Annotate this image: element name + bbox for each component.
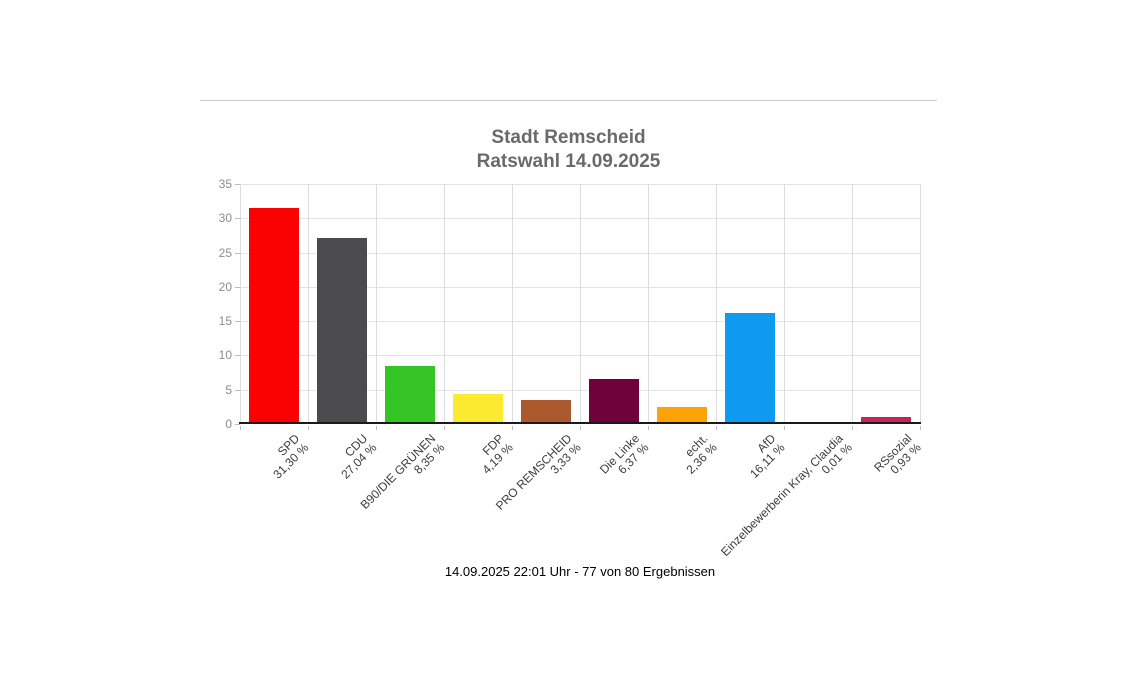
x-axis-tick [648, 426, 649, 430]
header-divider [200, 100, 937, 101]
y-tick-label: 30 [218, 211, 232, 226]
gridline-vertical [648, 184, 649, 424]
y-axis-tick [235, 424, 240, 425]
y-axis-tick [235, 355, 240, 357]
gridline-vertical [852, 184, 853, 424]
plot-area [235, 184, 921, 430]
x-axis-line [239, 422, 921, 424]
gridline-vertical [308, 184, 309, 424]
y-axis-tick [235, 184, 240, 185]
x-axis-tick [444, 426, 445, 430]
bar-rssozial[interactable] [861, 416, 911, 423]
x-tick-label: CDU 27,04 % [330, 431, 379, 481]
gridline-vertical [580, 184, 581, 424]
gridline-vertical [784, 184, 785, 424]
bar-cdu[interactable] [317, 237, 367, 423]
x-tick-label: Die Linke 6,37 % [597, 431, 651, 486]
chart-title: Stadt Remscheid Ratswahl 14.09.2025 [200, 126, 937, 174]
chart-title-line1: Stadt Remscheid [491, 127, 646, 148]
chart-title-line2: Ratswahl 14.09.2025 [476, 151, 661, 172]
y-axis-tick [235, 286, 240, 288]
x-tick-label: SPD 31,30 % [262, 431, 311, 481]
x-axis-tick [376, 426, 377, 430]
x-axis-tick [920, 426, 921, 430]
bar-fdp[interactable] [453, 394, 503, 423]
x-axis-tick [580, 426, 581, 430]
y-axis-tick [235, 321, 240, 323]
x-axis-tick [852, 426, 853, 430]
bar-die-linke[interactable] [589, 379, 639, 423]
x-tick-label: echt. 2,36 % [675, 431, 719, 477]
bar-afd[interactable] [725, 312, 775, 423]
x-axis-tick [240, 426, 241, 430]
gridline-vertical [444, 184, 445, 424]
bar-spd[interactable] [249, 208, 299, 423]
gridline-vertical [512, 184, 513, 424]
x-tick-label: Einzelbewerberin Kray, Claudia 0,01 % [719, 431, 856, 568]
y-tick-label: 15 [218, 314, 232, 329]
y-tick-label: 0 [225, 417, 232, 431]
x-tick-label: AfD 16,11 % [738, 431, 787, 481]
bar-pro-remscheid[interactable] [521, 400, 571, 423]
y-axis-line [240, 184, 241, 424]
x-tick-label: FDP 4,19 % [471, 431, 515, 477]
y-tick-label: 10 [218, 348, 232, 363]
x-axis-tick [784, 426, 785, 430]
y-tick-label: 25 [218, 245, 232, 260]
y-tick-label: 35 [218, 177, 232, 191]
status-text: 14.09.2025 22:01 Uhr - 77 von 80 Ergebni… [444, 564, 716, 579]
y-tick-label: 5 [225, 382, 232, 397]
x-axis-tick [716, 426, 717, 430]
y-axis-tick [235, 218, 240, 220]
x-axis-tick [308, 426, 309, 430]
bar-echt[interactable] [657, 406, 707, 423]
gridline-vertical [716, 184, 717, 424]
x-axis-tick [512, 426, 513, 430]
gridline-vertical [920, 184, 921, 424]
gridline-vertical [376, 184, 377, 424]
y-axis-tick [235, 389, 240, 391]
y-axis-tick [235, 252, 240, 254]
y-tick-label: 20 [218, 279, 232, 294]
x-tick-label: RSsozial 0,93 % [871, 431, 924, 484]
bar-b90-die-gr-nen[interactable] [385, 365, 435, 423]
